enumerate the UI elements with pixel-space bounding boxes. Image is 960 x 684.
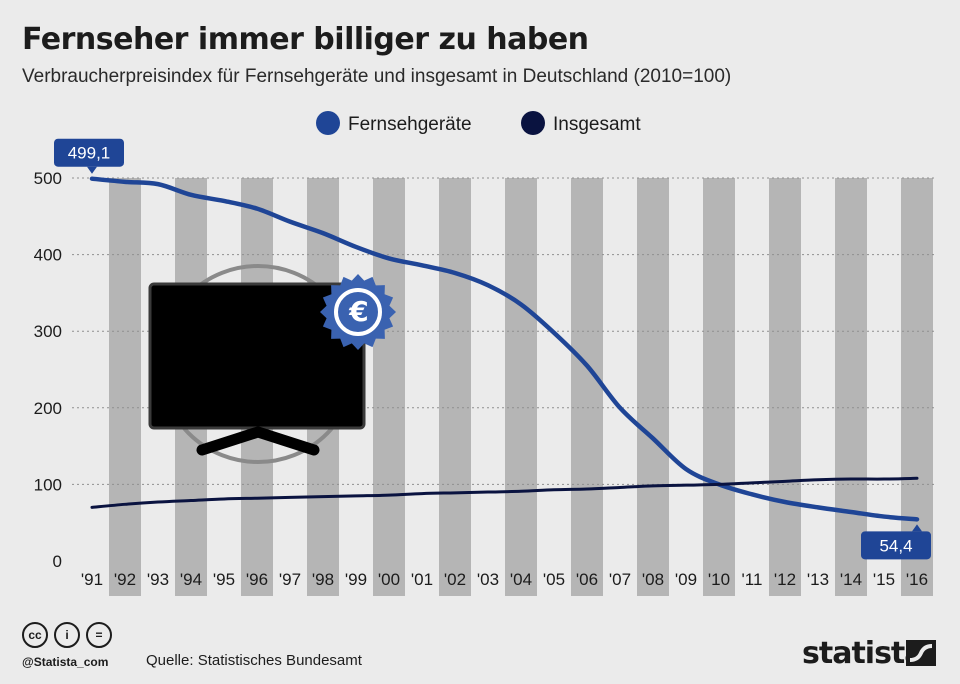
series-line-insgesamt (90, 476, 919, 509)
legend: Fernsehgeräte Insgesamt (316, 111, 641, 135)
no-derivatives-icon: = (86, 622, 112, 648)
license-icons: cc i = (22, 622, 118, 648)
statista-logo-icon (906, 640, 936, 666)
x-tick-label: '04 (510, 570, 532, 589)
y-axis-ticks: 0 100 200 300 400 500 (34, 169, 62, 571)
x-tick-label: '00 (378, 570, 400, 589)
x-tick-label: '10 (708, 570, 730, 589)
data-labels: 499,1 54,4 (54, 138, 931, 560)
y-tick-label: 400 (34, 246, 62, 265)
year-stripe (505, 178, 537, 596)
series-lines (89, 176, 920, 522)
attribution-icon: i (54, 622, 80, 648)
data-label: 54,4 (879, 536, 912, 555)
x-tick-label: '11 (742, 570, 763, 589)
tv-illustration: € (148, 264, 396, 464)
legend-marker (316, 111, 340, 135)
x-axis-ticks: '91 '92 '93 '94 '95 '96 '97 '98 '99 '00 '01 '02 '03 '… (81, 570, 928, 589)
gridlines (72, 177, 936, 485)
x-tick-label: '97 (279, 570, 301, 589)
x-tick-label: '15 (873, 570, 895, 589)
y-tick-label: 100 (34, 475, 62, 494)
data-label: 499,1 (68, 144, 111, 163)
x-tick-label: '99 (345, 570, 367, 589)
statista-handle: @Statista_com (22, 655, 109, 669)
x-tick-label: '05 (543, 570, 565, 589)
statista-logo[interactable]: statista (802, 636, 925, 671)
legend-marker (521, 111, 545, 135)
chart-title: Fernseher immer billiger zu haben (22, 22, 589, 57)
svg-text:€: € (348, 295, 368, 328)
x-tick-label: '93 (147, 570, 169, 589)
x-tick-label: '08 (642, 570, 664, 589)
data-label-pointer (912, 524, 922, 532)
year-stripe (439, 178, 471, 596)
x-tick-label: '02 (444, 570, 466, 589)
year-stripe (637, 178, 669, 596)
y-tick-label: 500 (34, 169, 62, 188)
x-tick-label: '94 (180, 570, 202, 589)
creative-commons-icon: cc (22, 622, 48, 648)
legend-label: Insgesamt (553, 114, 641, 135)
y-tick-label: 300 (34, 322, 62, 341)
year-stripe (109, 178, 141, 596)
legend-label: Fernsehgeräte (348, 114, 472, 135)
source-text: Quelle: Statistisches Bundesamt (146, 652, 362, 669)
x-tick-label: '16 (906, 570, 928, 589)
x-tick-label: '95 (213, 570, 235, 589)
year-stripe (571, 178, 603, 596)
x-tick-label: '07 (609, 570, 631, 589)
x-tick-label: '98 (312, 570, 334, 589)
x-tick-label: '12 (774, 570, 796, 589)
x-tick-label: '14 (840, 570, 862, 589)
x-tick-label: '96 (246, 570, 268, 589)
euro-badge-icon: € (320, 274, 396, 350)
x-tick-label: '09 (675, 570, 697, 589)
x-tick-label: '13 (807, 570, 829, 589)
x-tick-label: '03 (477, 570, 499, 589)
x-tick-label: '92 (114, 570, 136, 589)
series-line-fernsehgeraete (89, 176, 920, 522)
year-stripe (835, 178, 867, 596)
x-tick-label: '91 (81, 570, 103, 589)
chart-subtitle: Verbraucherpreisindex für Fernsehgeräte … (22, 66, 732, 87)
year-stripe (703, 178, 735, 596)
year-stripe (769, 178, 801, 596)
data-label-box (861, 531, 931, 560)
year-stripe (373, 178, 405, 596)
data-label-pointer (87, 166, 97, 174)
x-tick-label: '06 (576, 570, 598, 589)
y-tick-label: 200 (34, 399, 62, 418)
y-tick-label: 0 (53, 552, 62, 571)
x-tick-label: '01 (411, 570, 433, 589)
tv-stand (196, 426, 320, 456)
data-label-box (54, 138, 124, 167)
